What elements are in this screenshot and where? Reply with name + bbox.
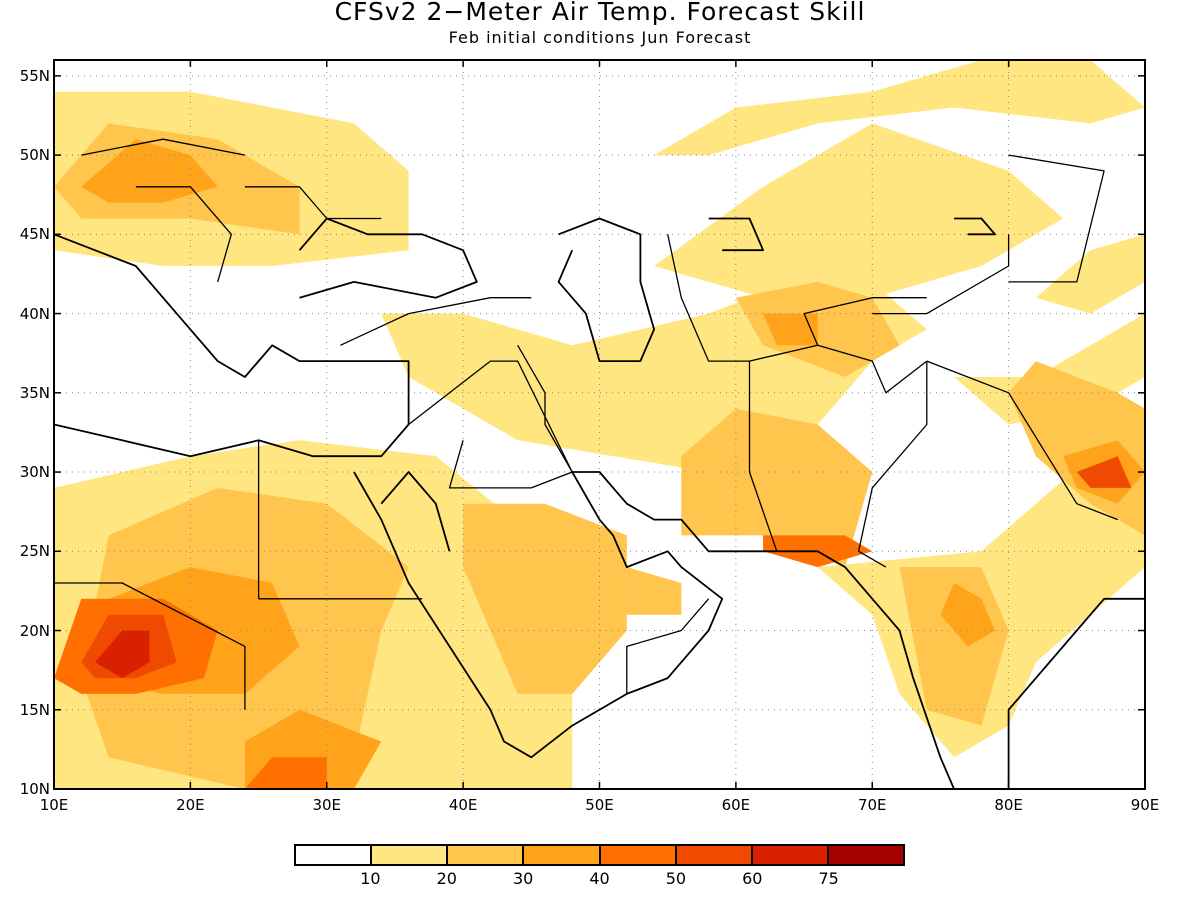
map-title: CFSv2 2−Meter Air Temp. Forecast Skill bbox=[334, 0, 866, 26]
skill-region-11 bbox=[626, 567, 682, 615]
colorbar-label: 75 bbox=[818, 869, 839, 888]
lon-label: 80E bbox=[994, 796, 1023, 814]
coastline bbox=[54, 233, 410, 458]
colorbar-bin-0 bbox=[296, 846, 373, 864]
colorbar-label: 60 bbox=[742, 869, 763, 888]
coastline bbox=[1007, 597, 1145, 789]
lat-label: 20N bbox=[19, 621, 50, 640]
lat-label: 35N bbox=[19, 383, 50, 402]
lat-label: 25N bbox=[19, 542, 50, 561]
axis-ticks bbox=[53, 60, 1146, 790]
colorbar-label: 10 bbox=[360, 869, 381, 888]
country-border bbox=[81, 138, 246, 156]
country-border bbox=[135, 186, 232, 283]
country-border bbox=[749, 344, 928, 394]
coastline bbox=[708, 217, 764, 252]
coastline bbox=[954, 217, 996, 236]
country-border bbox=[626, 598, 710, 694]
country-border bbox=[448, 440, 573, 489]
skill-region-7 bbox=[1035, 234, 1145, 314]
colorbar-bin-4 bbox=[600, 846, 677, 864]
lat-label: 45N bbox=[19, 225, 50, 244]
lon-label: 20E bbox=[176, 796, 205, 814]
skill-shading-layer bbox=[54, 60, 1145, 789]
skill-region-23 bbox=[244, 757, 327, 789]
skill-region-12 bbox=[681, 408, 873, 568]
country-border bbox=[244, 186, 382, 220]
lon-label: 60E bbox=[721, 796, 751, 814]
country-border bbox=[857, 361, 928, 568]
lon-label: 10E bbox=[39, 796, 69, 814]
lat-label: 10N bbox=[19, 780, 50, 798]
country-border bbox=[926, 360, 1118, 521]
colorbar-bin-7 bbox=[828, 846, 903, 864]
coastline bbox=[353, 471, 956, 789]
coastline-layer bbox=[54, 217, 1145, 789]
country-border bbox=[748, 361, 778, 552]
country-border bbox=[872, 234, 1010, 315]
colorbar-label: 30 bbox=[512, 869, 534, 888]
colorbar-bin-6 bbox=[752, 846, 829, 864]
colorbar-bin-3 bbox=[524, 846, 601, 864]
skill-region-27 bbox=[94, 630, 150, 679]
colorbar-label: 40 bbox=[589, 869, 610, 888]
map-subtitle: Feb initial conditions Jun Forecast bbox=[448, 28, 752, 47]
lon-label: 40E bbox=[448, 796, 478, 814]
lon-label: 50E bbox=[585, 796, 614, 814]
skill-region-21 bbox=[763, 313, 818, 346]
coastline bbox=[298, 217, 478, 299]
lon-label: 70E bbox=[857, 796, 887, 814]
country-border bbox=[340, 297, 532, 346]
country-border-layer bbox=[54, 138, 1118, 710]
country-border bbox=[803, 297, 927, 346]
lon-label: 90E bbox=[1130, 796, 1160, 814]
colorbar bbox=[294, 844, 905, 866]
colorbar-bin-2 bbox=[448, 846, 525, 864]
country-border bbox=[54, 582, 246, 710]
colorbar-bin-1 bbox=[372, 846, 449, 864]
colorbar-bin-5 bbox=[676, 846, 753, 864]
lat-label: 55N bbox=[19, 66, 50, 85]
lon-label: 30E bbox=[312, 796, 342, 814]
coastline bbox=[557, 217, 655, 363]
lat-label: 30N bbox=[19, 463, 50, 482]
colorbar-label: 50 bbox=[665, 869, 687, 888]
country-border bbox=[517, 344, 573, 473]
lat-label: 40N bbox=[19, 304, 50, 323]
coastline bbox=[380, 471, 451, 552]
lat-label: 50N bbox=[19, 146, 50, 165]
skill-region-4 bbox=[654, 60, 1145, 156]
country-border bbox=[667, 234, 750, 362]
skill-region-3 bbox=[654, 123, 1064, 298]
lat-label: 15N bbox=[19, 700, 50, 719]
colorbar-label: 20 bbox=[436, 869, 457, 888]
country-border bbox=[1008, 154, 1105, 283]
